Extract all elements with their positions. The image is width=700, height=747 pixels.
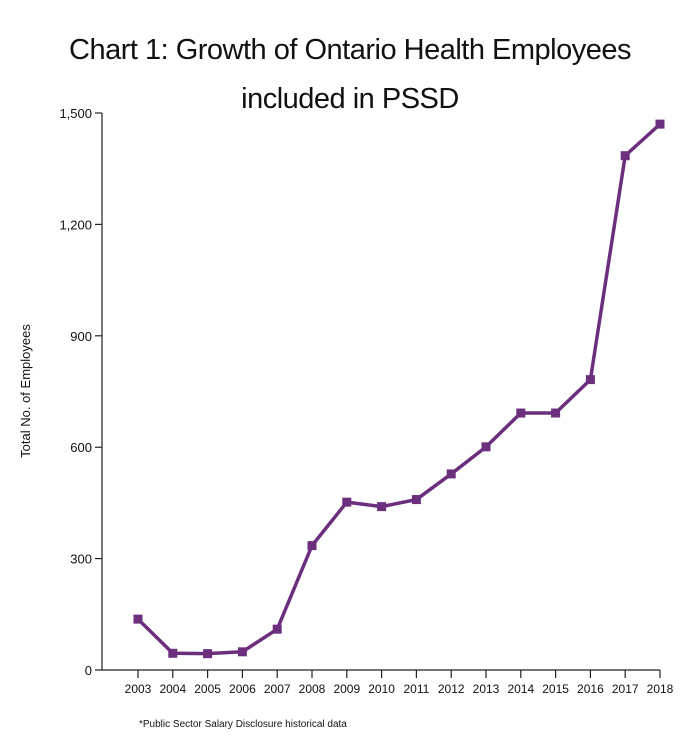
data-point	[481, 442, 491, 452]
x-tick-label: 2011	[403, 682, 429, 696]
data-point	[620, 151, 630, 161]
y-tick-label: 600	[70, 440, 92, 455]
x-tick-label: 2013	[473, 682, 500, 696]
data-point	[342, 497, 352, 507]
series-layer	[133, 119, 665, 659]
x-tick-label: 2016	[577, 682, 604, 696]
y-tick-label: 300	[70, 552, 92, 567]
y-tick-label: 1,200	[59, 217, 92, 232]
data-point	[203, 649, 213, 659]
x-tick-label: 2003	[125, 682, 152, 696]
data-point	[516, 408, 526, 418]
x-tick-label: 2008	[299, 682, 326, 696]
data-point	[168, 648, 178, 658]
y-tick-label: 0	[85, 663, 92, 678]
x-axis-ticks: 2003 2004 2005 2006 2007 2008 2009 2010 2011 2012…	[125, 670, 674, 696]
data-point	[133, 614, 143, 624]
data-point	[655, 119, 665, 129]
x-tick-label: 2010	[368, 682, 395, 696]
data-point	[446, 469, 456, 479]
series-line	[136, 122, 662, 656]
y-axis-label: Total No. of Employees	[18, 324, 33, 458]
y-tick-label: 900	[70, 329, 92, 344]
chart-subtitle: included in PSSD	[241, 83, 459, 115]
x-tick-label: 2005	[194, 682, 221, 696]
x-tick-label: 2015	[542, 682, 569, 696]
x-tick-label: 2009	[333, 682, 360, 696]
data-point	[307, 541, 317, 551]
data-point	[411, 495, 421, 505]
data-point	[272, 624, 282, 634]
data-point	[377, 502, 387, 512]
data-point	[551, 408, 561, 418]
chart-title: Chart 1: Growth of Ontario Health Employ…	[69, 34, 631, 66]
x-tick-label: 2006	[229, 682, 256, 696]
x-tick-label: 2004	[159, 682, 186, 696]
y-tick-label: 1,500	[59, 106, 92, 121]
x-tick-label: 2017	[612, 682, 639, 696]
data-point	[237, 647, 247, 657]
y-axis-ticks: 0 300 600 900 1,200 1,500	[59, 106, 102, 678]
footnote: *Public Sector Salary Disclosure histori…	[139, 719, 347, 730]
x-tick-label: 2007	[264, 682, 291, 696]
x-tick-label: 2012	[438, 682, 465, 696]
x-tick-label: 2014	[507, 682, 534, 696]
x-tick-label: 2018	[647, 682, 674, 696]
data-point	[585, 375, 595, 385]
